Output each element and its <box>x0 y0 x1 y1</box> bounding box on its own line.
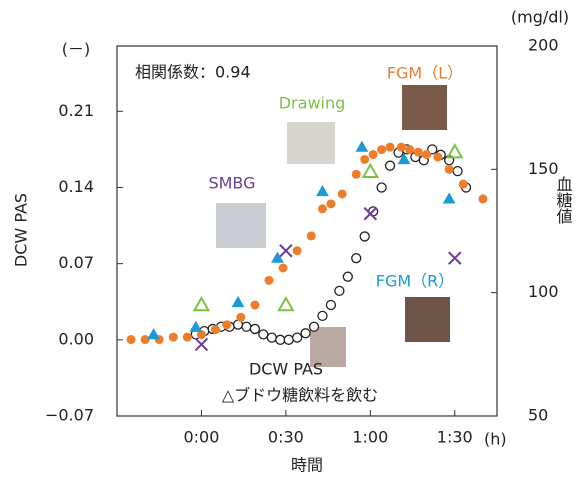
marker <box>267 333 276 342</box>
marker <box>318 204 327 213</box>
marker <box>326 301 335 310</box>
y-tick-label: −0.07 <box>45 406 94 425</box>
annotation: △ブドウ糖飲料を飲む <box>222 386 378 405</box>
marker <box>377 183 386 192</box>
marker <box>478 194 487 203</box>
marker <box>405 145 414 154</box>
x-unit: (h) <box>484 430 507 449</box>
marker <box>310 322 319 331</box>
y-tick-label: 0.21 <box>58 101 94 120</box>
marker <box>148 329 159 339</box>
marker <box>250 324 259 333</box>
marker <box>422 150 431 159</box>
marker <box>293 333 302 342</box>
marker <box>414 148 423 157</box>
marker <box>211 325 220 334</box>
y-tick-label: 0.14 <box>58 177 94 196</box>
marker <box>459 180 468 189</box>
marker <box>293 246 302 255</box>
marker <box>259 330 268 339</box>
marker <box>141 335 150 344</box>
marker <box>280 245 292 257</box>
marker <box>307 231 316 240</box>
marker <box>326 199 335 208</box>
marker <box>397 143 406 152</box>
marker <box>250 301 259 310</box>
marker <box>195 338 207 350</box>
annotation: 相関係数：0.94 <box>135 63 251 82</box>
series-label: SMBG <box>208 174 255 193</box>
marker <box>127 335 136 344</box>
marker <box>360 232 369 241</box>
y-tick-label: 0.07 <box>58 253 94 272</box>
marker <box>242 322 251 331</box>
series-label: Drawing <box>279 94 346 113</box>
marker <box>183 333 192 342</box>
marker <box>233 297 244 307</box>
chart: −0.07 0.00 0.07 0.14 0.21 50 100 150 200 0:00 0:30… <box>0 0 582 477</box>
marker <box>433 153 442 162</box>
marker <box>169 333 178 342</box>
marker <box>352 170 361 179</box>
marker <box>386 143 395 152</box>
photo-fgm-r <box>405 297 450 342</box>
y-tick-label: 0.00 <box>58 329 94 348</box>
marker <box>335 286 344 295</box>
marker <box>386 161 395 170</box>
marker <box>276 335 285 344</box>
marker <box>369 150 378 159</box>
photo-drawing <box>287 122 335 164</box>
marker <box>190 322 201 332</box>
marker <box>453 167 462 176</box>
marker <box>265 276 274 285</box>
marker <box>279 264 288 273</box>
marker <box>301 329 310 338</box>
x-tick-label: 0:30 <box>268 428 304 447</box>
marker <box>284 335 293 344</box>
y2-tick-label: 50 <box>528 406 548 425</box>
y2-tick-label: 100 <box>528 282 559 301</box>
marker <box>279 298 293 310</box>
photo-smbg <box>216 203 266 248</box>
marker <box>363 165 377 177</box>
series-label: FGM（R） <box>376 272 455 291</box>
marker <box>445 165 454 174</box>
marker <box>338 190 347 199</box>
marker <box>449 252 461 264</box>
photo-fgm-l <box>402 85 447 130</box>
marker <box>236 313 245 322</box>
x-tick-label: 0:00 <box>183 428 219 447</box>
x-tick-label: 1:00 <box>352 428 388 447</box>
marker <box>444 193 455 203</box>
series-label: FGM（L） <box>387 64 463 83</box>
marker <box>194 298 208 310</box>
x-axis-label: 時間 <box>291 456 323 475</box>
marker <box>343 272 352 281</box>
marker <box>222 320 231 329</box>
marker <box>448 145 462 157</box>
marker <box>317 186 328 196</box>
y2-axis-label: 血糖値 <box>554 176 573 224</box>
series-label: DCW PAS <box>249 360 323 379</box>
marker <box>352 254 361 263</box>
y-unit: (－) <box>62 40 91 59</box>
marker <box>318 311 327 320</box>
marker <box>377 145 386 154</box>
y2-tick-label: 150 <box>528 159 559 178</box>
marker <box>360 155 369 164</box>
x-tick-label: 1:30 <box>437 428 473 447</box>
y2-unit: (mg/dl) <box>511 8 569 27</box>
y-axis-label: DCW PAS <box>12 193 31 267</box>
y2-tick-label: 200 <box>528 36 559 55</box>
marker <box>356 142 367 152</box>
